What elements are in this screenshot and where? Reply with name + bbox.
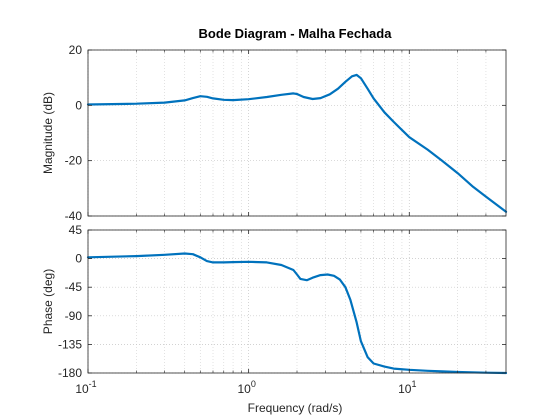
plot-panels: 20 0 -20 -40 Magnitude (dB) 45 0 -45 -90 -135 -180… <box>41 43 508 396</box>
magnitude-y-tick-label: -40 <box>65 209 83 223</box>
phase-y-tick-label: -180 <box>58 366 82 380</box>
phase-y-tick-label: -45 <box>65 280 83 294</box>
x-tick-label-base: 10 <box>237 382 251 396</box>
phase-y-tick-label: -135 <box>58 337 82 351</box>
x-tick-label: 100 <box>237 379 255 396</box>
x-tick-label-base: 10 <box>398 382 412 396</box>
x-tick-label-base: 10 <box>75 382 89 396</box>
x-tick-label: 10-1 <box>75 379 96 396</box>
magnitude-y-tick-label: 0 <box>75 98 82 112</box>
magnitude-y-tick-label: 20 <box>69 43 83 57</box>
phase-series-line <box>86 252 508 375</box>
phase-y-tick-label: 45 <box>69 223 83 237</box>
x-tick-label-exponent: -1 <box>89 379 97 389</box>
magnitude-series-line <box>86 73 508 213</box>
phase-axes-background <box>88 230 506 373</box>
x-tick-label-exponent: 1 <box>411 379 416 389</box>
x-tick-label-exponent: 0 <box>251 379 256 389</box>
chart-title: Bode Diagram - Malha Fechada <box>199 26 393 41</box>
x-tick-label: 101 <box>398 379 416 396</box>
magnitude-y-tick-label: -20 <box>65 154 83 168</box>
phase-y-tick-label: 0 <box>75 252 82 266</box>
magnitude-panel: 20 0 -20 -40 Magnitude (dB) <box>41 43 508 223</box>
x-axis-label: Frequency (rad/s) <box>248 401 343 415</box>
phase-y-tick-label: -90 <box>65 309 83 323</box>
phase-y-axis-label: Phase (deg) <box>41 269 55 334</box>
magnitude-y-axis-label: Magnitude (dB) <box>41 92 55 174</box>
